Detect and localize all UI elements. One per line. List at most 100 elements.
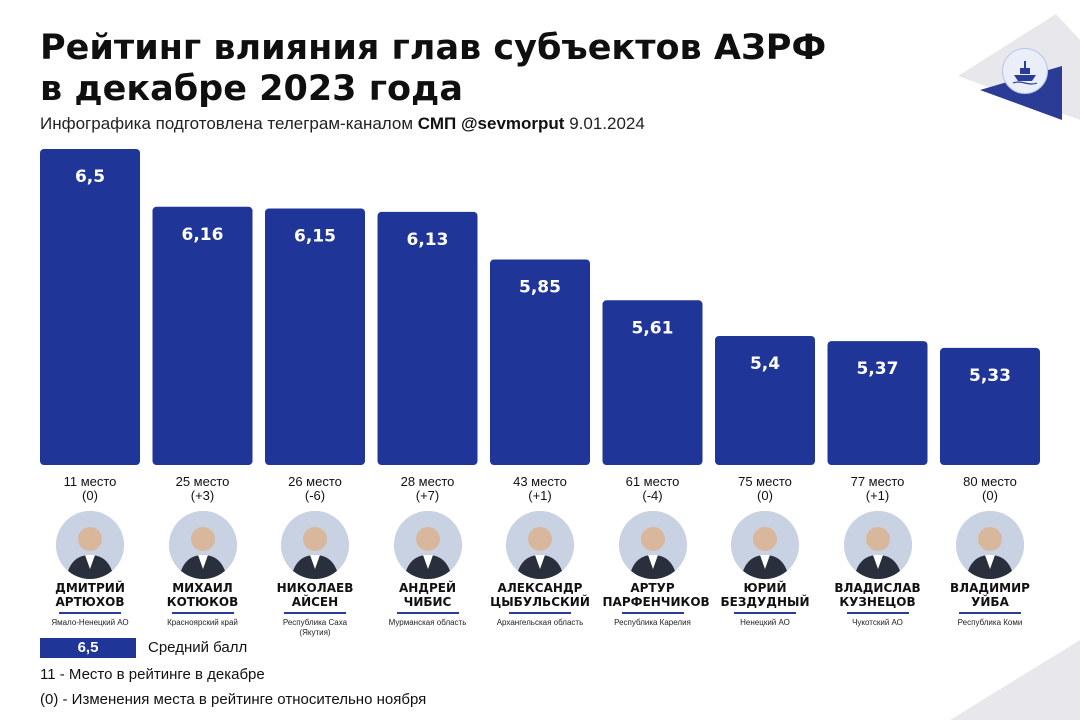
person-name-line-2: ЦЫБУЛЬСКИЙ xyxy=(490,595,590,609)
avatar xyxy=(281,511,349,579)
region-line-1: Мурманская область xyxy=(388,618,467,627)
region-divider xyxy=(396,612,459,614)
region-label: Мурманская область xyxy=(378,618,478,628)
subtitle-prefix: Инфографика подготовлена телеграм-канало… xyxy=(40,114,414,133)
bar-value-label: 6,5 xyxy=(75,167,105,187)
place-rank: 77 место xyxy=(850,474,905,489)
place-change: (0) xyxy=(757,488,773,503)
bar-value-label: 5,33 xyxy=(969,366,1011,386)
bar-value-label: 5,37 xyxy=(857,359,899,379)
bar-value-label: 6,13 xyxy=(407,230,449,250)
person-silhouette-icon xyxy=(393,511,462,579)
place-change: (+1) xyxy=(865,488,890,503)
person-name: ВЛАДИСЛАВ КУЗНЕЦОВ xyxy=(828,581,928,609)
place-label: 80 место (0) xyxy=(940,475,1040,505)
subtitle-date: 9.01.2024 xyxy=(569,114,645,133)
avatar xyxy=(956,511,1024,579)
place-label: 25 место (+3) xyxy=(153,475,253,505)
place-rank: 26 место xyxy=(288,474,342,489)
person-name-line-2: ЧИБИС xyxy=(403,595,452,609)
place-rank: 61 место xyxy=(625,474,680,489)
region-line-1: Архангельская область xyxy=(496,618,584,627)
person-column: 28 место (+7) АНДРЕЙ ЧИБИС Мурманская област… xyxy=(378,470,478,628)
avatar xyxy=(393,511,462,579)
person-name-line-1: АРТУР xyxy=(630,581,675,595)
place-change: (0) xyxy=(82,488,98,503)
logo xyxy=(1002,48,1048,94)
bar xyxy=(490,259,590,465)
place-label: 43 место (+1) xyxy=(490,475,590,505)
region-line-1: Республика Саха xyxy=(282,618,348,627)
region-label: Архангельская область xyxy=(490,618,590,628)
person-name-line-1: НИКОЛАЕВ xyxy=(276,581,354,595)
region-line-1: Красноярский край xyxy=(167,618,238,627)
avatar xyxy=(506,511,574,579)
region-divider xyxy=(284,612,346,614)
person-silhouette-icon xyxy=(843,511,912,579)
region-label: Республика Коми xyxy=(940,618,1040,628)
person-name-line-1: АНДРЕЙ xyxy=(398,581,457,595)
person-name-line-1: ДМИТРИЙ xyxy=(55,581,125,595)
bar-value-label: 5,85 xyxy=(519,278,561,298)
region-divider xyxy=(734,612,796,614)
avatar xyxy=(618,511,687,579)
region-divider xyxy=(509,612,571,614)
bar xyxy=(265,208,365,465)
region-divider xyxy=(621,612,684,614)
person-silhouette-icon xyxy=(956,511,1024,579)
place-label: 61 место (-4) xyxy=(603,475,703,505)
person-name: ВЛАДИМИР УЙБА xyxy=(940,581,1040,609)
region-line-1: Республика Карелия xyxy=(614,618,691,627)
region-line-1: Ненецкий АО xyxy=(740,618,790,627)
place-label: 11 место (0) xyxy=(40,475,140,505)
person-silhouette-icon xyxy=(506,511,574,579)
region-line-1: Республика Коми xyxy=(957,618,1023,627)
person-name-line-2: ПАРФЕНЧИКОВ xyxy=(602,595,710,609)
legend-badge: 6,5 xyxy=(40,638,136,658)
place-label: 28 место (+7) xyxy=(378,475,478,505)
person-silhouette-icon xyxy=(731,511,799,579)
person-name-line-2: КОТЮКОВ xyxy=(166,595,239,609)
subtitle: Инфографика подготовлена телеграм-канало… xyxy=(40,114,645,134)
person-column: 61 место (-4) АРТУР ПАРФЕНЧИКОВ Республика К… xyxy=(603,470,710,628)
region-label: Красноярский край xyxy=(153,618,253,628)
person-silhouette-icon xyxy=(618,511,687,579)
bar-chart: 6,5 6,16 6,15 6,13 5,85 5,61 5,4 5,37 5,33 xyxy=(40,149,1040,466)
region-label: Ямало-Ненецкий АО xyxy=(40,618,140,628)
person-name: ДМИТРИЙ АРТЮХОВ xyxy=(40,581,140,609)
region-label: Республика Карелия xyxy=(603,618,703,628)
place-label: 77 место (+1) xyxy=(828,475,928,505)
bar xyxy=(602,300,703,465)
region-divider xyxy=(171,612,234,614)
person-name-line-2: УЙБА xyxy=(971,595,1009,609)
region-divider xyxy=(846,612,909,614)
avatar xyxy=(56,511,124,579)
person-name-line-1: ВЛАДИМИР xyxy=(950,581,1030,595)
bar xyxy=(377,211,478,465)
person-column: 75 место (0) ЮРИЙ БЕЗДУДНЫЙ Ненецкий АО xyxy=(715,470,815,628)
person-name: АРТУР ПАРФЕНЧИКОВ xyxy=(603,581,710,609)
place-change: (-6) xyxy=(304,488,326,503)
place-change: (+7) xyxy=(415,488,440,503)
place-rank: 43 место xyxy=(513,474,567,489)
person-name-line-1: ВЛАДИСЛАВ xyxy=(834,581,921,595)
place-change: (+1) xyxy=(528,488,552,503)
person-column: 77 место (+1) ВЛАДИСЛАВ КУЗНЕЦОВ Чукотский А… xyxy=(828,470,928,628)
person-name: НИКОЛАЕВ АЙСЕН xyxy=(265,581,365,609)
bar xyxy=(40,149,140,465)
title-line-2: в декабре 2023 года xyxy=(40,69,463,109)
person-name: ЮРИЙ БЕЗДУДНЫЙ xyxy=(715,581,815,609)
legend-rank-label: 11 - Место в рейтинге в декабре xyxy=(40,666,265,683)
person-silhouette-icon xyxy=(168,511,237,579)
bar-value-label: 5,61 xyxy=(632,318,674,338)
person-name: АЛЕКСАНДР ЦЫБУЛЬСКИЙ xyxy=(490,581,590,609)
place-rank: 11 место xyxy=(63,474,117,489)
place-change: (+3) xyxy=(190,488,215,503)
region-line-2: (Якутия) xyxy=(299,628,331,637)
bar xyxy=(940,347,1040,465)
region-label: Республика Саха (Якутия) xyxy=(265,618,365,638)
region-label: Чукотский АО xyxy=(828,618,928,628)
page-title: Рейтинг влияния глав субъектов АЗРФ в де… xyxy=(40,28,860,110)
avatar xyxy=(731,511,799,579)
region-divider xyxy=(959,612,1021,614)
